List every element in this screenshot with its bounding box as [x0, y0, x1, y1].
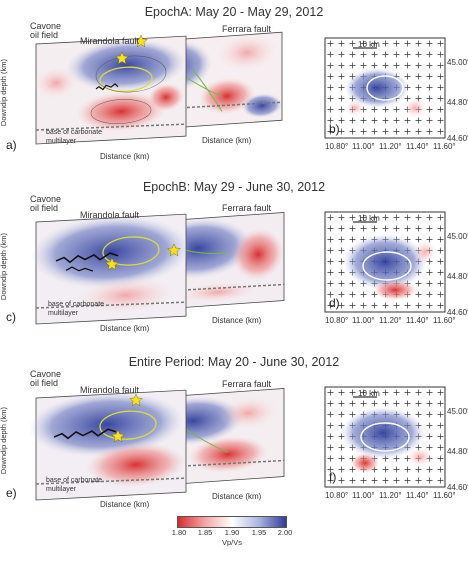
colorbar-tick-3: 1.90	[224, 528, 240, 537]
panel-letter-a: a)	[6, 138, 17, 152]
lon-1160-d: 11.60°	[433, 316, 456, 325]
panel-letter-e: e)	[6, 486, 17, 500]
map-panel-f	[324, 386, 446, 488]
cavone-label-a: Cavone oil field	[30, 21, 62, 40]
lat-4460-f: 44.60°	[447, 483, 468, 492]
lat-45-f: 45.00°	[447, 407, 468, 416]
lat-4460-b: 44.60°	[447, 134, 468, 143]
lon-1140-b: 11.40°	[406, 142, 429, 151]
colorbar-tick-5: 2.00	[277, 528, 293, 537]
ferrara-fault-label-c: Ferrara fault	[222, 379, 272, 389]
mirandola-fault-label-a: Mirandola fault	[80, 36, 140, 46]
distance-label-a2: Distance (km)	[202, 136, 252, 145]
distance-label-b2: Distance (km)	[212, 316, 262, 325]
colorbar-tick-4: 1.95	[251, 528, 267, 537]
section-title-epoch-a: EpochA: May 20 - May 29, 2012	[144, 5, 324, 19]
panel-letter-b: b)	[329, 122, 340, 136]
depth-axis-label-b: Downdip depth (km)	[0, 232, 9, 301]
scale-label-d: 10 km	[358, 214, 380, 223]
distance-label-c2: Distance (km)	[212, 492, 262, 501]
distance-label-a1: Distance (km)	[100, 152, 150, 161]
mirandola-cross-section-b	[31, 213, 191, 325]
section-title-epoch-b: EpochB: May 29 - June 30, 2012	[142, 180, 326, 194]
lon-1140-f: 11.40°	[406, 491, 429, 500]
carbonate-label-a: base of carbonate multilayer	[46, 129, 103, 145]
lat-4460-d: 44.60°	[447, 308, 468, 317]
section-c-cross-sections	[28, 388, 285, 501]
colorbar-tick-2: 1.85	[197, 528, 213, 537]
distance-label-c1: Distance (km)	[100, 500, 150, 509]
panel-letter-f: f)	[329, 470, 337, 484]
lon-1100-d: 11.00°	[352, 316, 375, 325]
panel-letter-c: c)	[6, 310, 16, 324]
lon-1160-b: 11.60°	[433, 142, 456, 151]
panel-letter-d: d)	[329, 296, 340, 310]
lon-1120-b: 11.20°	[379, 142, 402, 151]
carbonate-label-b: base of carbonate multilayer	[48, 301, 105, 317]
lon-1140-d: 11.40°	[406, 316, 429, 325]
depth-axis-label-a: Downdip depth (km)	[0, 58, 9, 127]
colorbar-ticks: 1.80 1.85 1.90 1.95 2.00	[172, 528, 293, 538]
mirandola-cross-section-a	[34, 35, 187, 145]
lat-45-d: 45.00°	[447, 232, 468, 241]
scale-label-f: 10 km	[358, 389, 380, 398]
carbonate-label-c: base of carbonate multilayer	[46, 477, 103, 493]
ferrara-fault-label-a: Ferrara fault	[222, 24, 272, 34]
colorbar-label: Vp/Vs	[221, 538, 242, 547]
mirandola-cross-section-c	[28, 389, 187, 501]
ferrara-fault-label-b: Ferrara fault	[222, 203, 272, 213]
lon-1100-f: 11.00°	[352, 491, 375, 500]
colorbar-gradient	[177, 516, 287, 528]
lon-1160-f: 11.60°	[433, 491, 456, 500]
cavone-label-b: Cavone oil field	[30, 194, 62, 213]
lon-1100-b: 11.00°	[352, 142, 375, 151]
scale-label-b: 10 km	[358, 40, 380, 49]
lon-1080-f: 10.80°	[325, 491, 349, 500]
colorbar-tick-1: 1.80	[171, 528, 187, 537]
lat-4480-b: 44.80°	[447, 98, 468, 107]
lat-4480-d: 44.80°	[447, 272, 468, 281]
depth-axis-label-c: Downdip depth (km)	[0, 406, 9, 475]
lon-1120-f: 11.20°	[379, 491, 402, 500]
mirandola-fault-label-b: Mirandola fault	[80, 210, 140, 220]
lat-45-b: 45.00°	[447, 58, 468, 67]
lat-4480-f: 44.80°	[447, 447, 468, 456]
distance-label-b1: Distance (km)	[100, 324, 150, 333]
lon-1080-d: 10.80°	[325, 316, 349, 325]
section-b-cross-sections	[31, 212, 285, 325]
map-panel-d	[324, 211, 446, 313]
section-a-cross-sections	[34, 31, 283, 145]
map-panel-b	[324, 37, 446, 139]
mirandola-fault-label-c: Mirandola fault	[80, 385, 140, 395]
colorbar: 1.80 1.85 1.90 1.95 2.00 Vp/Vs	[172, 516, 293, 547]
cavone-label-c: Cavone oil field	[30, 369, 62, 388]
section-title-entire-period: Entire Period: May 20 - June 30, 2012	[128, 355, 340, 369]
lon-1080-b: 10.80°	[325, 142, 349, 151]
lon-1120-d: 11.20°	[379, 316, 402, 325]
